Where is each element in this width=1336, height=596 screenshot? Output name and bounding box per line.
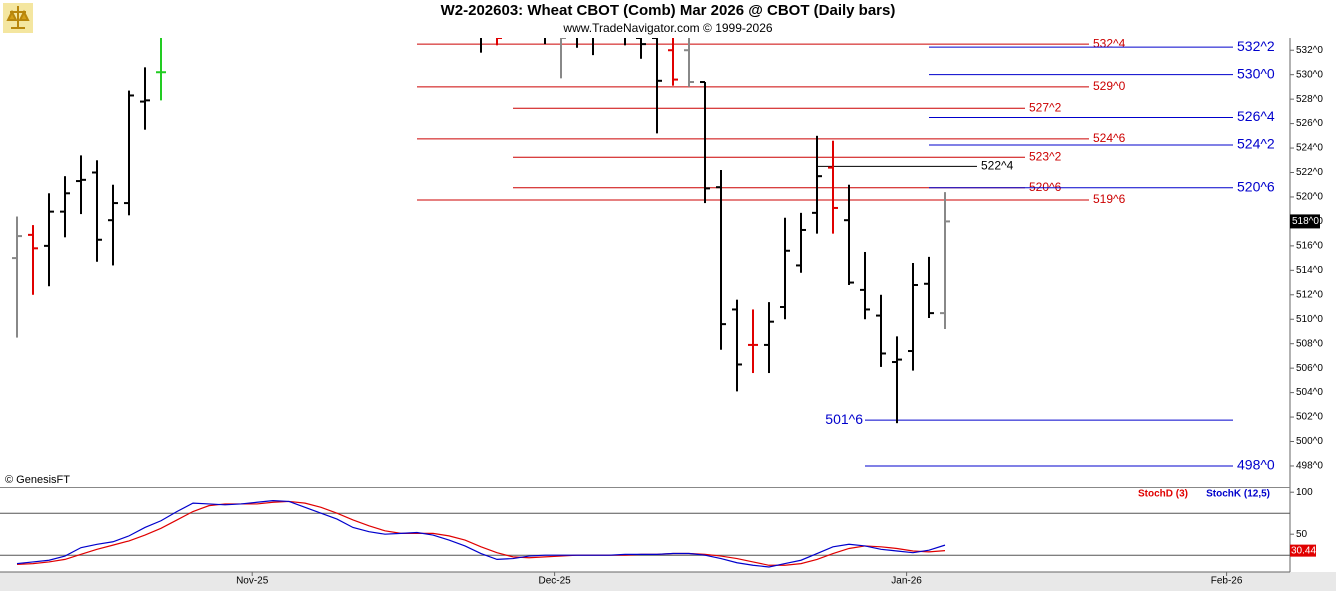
y-tick-label: 530^0 <box>1296 69 1323 80</box>
y-tick-label: 506^0 <box>1296 363 1323 374</box>
x-tick-label: Dec-25 <box>538 576 571 587</box>
y-tick-label: 510^0 <box>1296 314 1323 325</box>
y-tick-label: 520^0 <box>1296 192 1323 203</box>
level-label: 526^4 <box>1237 108 1275 124</box>
legend-entry: StochD (3) <box>1138 489 1188 500</box>
y-tick-label: 508^0 <box>1296 338 1323 349</box>
level-label: 519^6 <box>1093 192 1126 206</box>
y-tick-label: 512^0 <box>1296 289 1323 300</box>
x-tick-label: Jan-26 <box>891 576 922 587</box>
y-tick-label: 500^0 <box>1296 436 1323 447</box>
stoch-panel <box>0 499 1290 568</box>
last-price-label: 518^0 <box>1292 216 1319 227</box>
x-tick-label: Feb-26 <box>1211 576 1243 587</box>
y-tick-label: 526^0 <box>1296 118 1323 129</box>
y-tick-label: 504^0 <box>1296 387 1323 398</box>
y-tick-label: 524^0 <box>1296 143 1323 154</box>
axes: 532^0 530^0 528^0 526^0 524^0 522^0 520^0 518^0… <box>236 45 1323 587</box>
y-tick-label: 528^0 <box>1296 94 1323 105</box>
level-label: 524^6 <box>1093 131 1126 145</box>
level-label: 532^4 <box>1093 36 1126 50</box>
level-label: 501^6 <box>825 411 863 427</box>
stoch-line <box>16 500 946 566</box>
date-strip <box>0 572 1336 591</box>
level-label: 520^6 <box>1029 180 1062 194</box>
chart-title: W2-202603: Wheat CBOT (Comb) Mar 2026 @ … <box>441 2 896 19</box>
y-tick-label: 502^0 <box>1296 412 1323 423</box>
level-label: 520^6 <box>1237 178 1275 194</box>
legend-entry: StochK (12,5) <box>1206 489 1270 500</box>
level-label: 524^2 <box>1237 136 1275 152</box>
credit: © GenesisFT <box>5 474 70 486</box>
level-label: 522^4 <box>981 159 1014 173</box>
y-tick-label: 498^0 <box>1296 461 1323 472</box>
chart-subtitle: www.TradeNavigator.com © 1999-2026 <box>562 21 772 35</box>
y-tick-label: 532^0 <box>1296 45 1323 56</box>
y-tick-label: 50 <box>1296 529 1308 540</box>
logo <box>3 3 33 33</box>
last-price-box <box>1290 214 1320 229</box>
y-tick-label: 100 <box>1296 487 1313 498</box>
level-label: 523^2 <box>1029 149 1062 163</box>
level-label: 527^2 <box>1029 100 1062 114</box>
level-label: 529^0 <box>1093 79 1126 93</box>
y-tick-label: 514^0 <box>1296 265 1323 276</box>
y-tick-label: 516^0 <box>1296 241 1323 252</box>
last-value-box <box>1290 544 1316 557</box>
stoch-line <box>16 499 946 568</box>
level-label: 498^0 <box>1237 457 1275 473</box>
y-tick-label: 522^0 <box>1296 167 1323 178</box>
x-tick-label: Nov-25 <box>236 576 269 587</box>
level-label: 532^2 <box>1237 38 1275 54</box>
level-label: 530^0 <box>1237 65 1275 81</box>
last-value-label: 30.44 <box>1291 545 1316 556</box>
price-panel: 532^4 529^0 527^2 524^6 523^2 520^6 519^6 522^4… <box>12 36 1275 473</box>
